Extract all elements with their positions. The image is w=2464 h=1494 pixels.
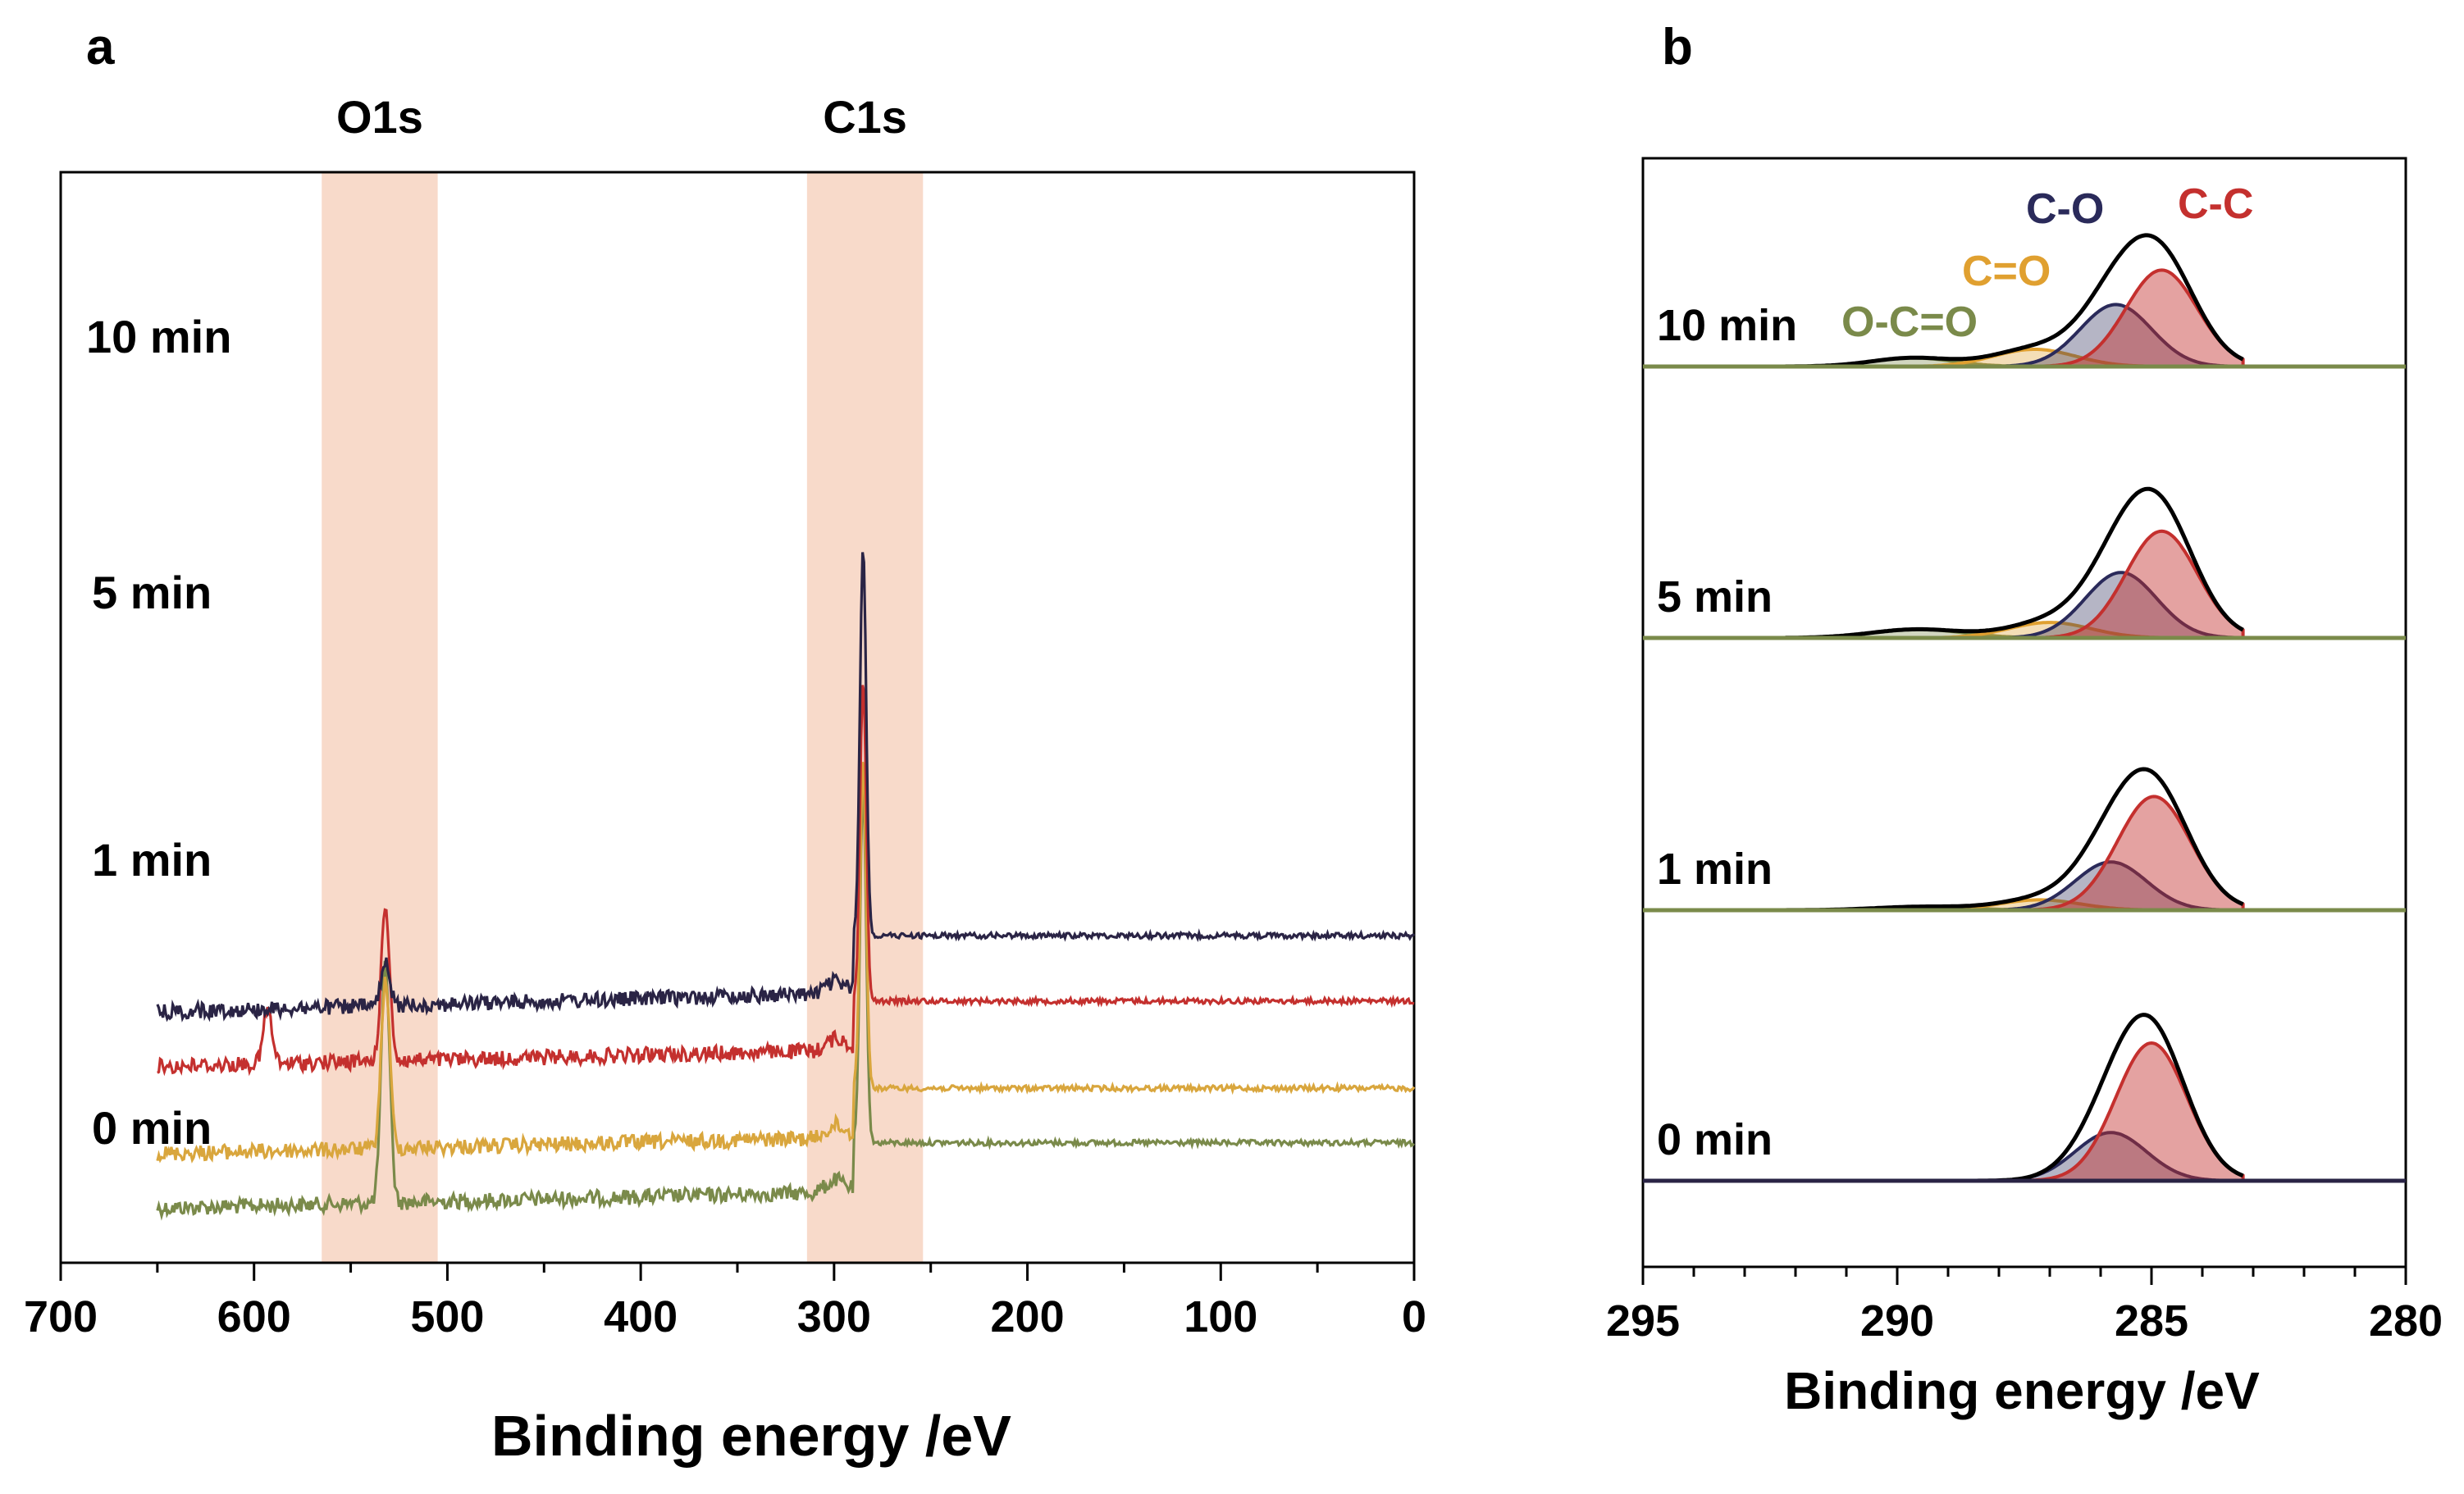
x-tick-label-400: 400 xyxy=(604,1292,678,1341)
trace-5-min xyxy=(156,762,1416,1164)
series-label-0-min: 0 min xyxy=(92,1102,212,1154)
x-tick-label-700: 700 xyxy=(24,1292,98,1341)
component-c-c xyxy=(1785,529,2245,640)
x-tick-label-285: 285 xyxy=(2115,1296,2188,1346)
x-tick-label-600: 600 xyxy=(217,1292,291,1341)
envelope xyxy=(1785,486,2244,640)
series-label-5-min: 5 min xyxy=(92,567,212,618)
series-label-1-min: 1 min xyxy=(1657,845,1773,894)
highlight-bands: O1s C1s xyxy=(322,91,924,1263)
x-tick-label-290: 290 xyxy=(1860,1296,1934,1346)
series-label-5-min: 5 min xyxy=(1657,572,1773,622)
x-tick-label-0: 0 xyxy=(1402,1292,1426,1341)
band-label-o1s: O1s xyxy=(336,91,423,143)
c1s-trace-10-min: 10 min xyxy=(1643,233,2406,369)
panel-a-label: a xyxy=(86,19,115,75)
series-label-10-min: 10 min xyxy=(1657,301,1797,350)
x-tick-label-200: 200 xyxy=(991,1292,1065,1341)
panel-b-x-axis: 295 290 285 280 xyxy=(1606,1267,2443,1346)
survey-traces: 10 min 5 min 1 min 0 min xyxy=(86,311,1416,1221)
component-labels: O-C=OC=O C-O C-C xyxy=(1841,180,2253,346)
x-tick-label-280: 280 xyxy=(2369,1296,2443,1346)
component-c-c xyxy=(1785,795,2245,912)
panel-b-label: b xyxy=(1662,19,1693,75)
component-label-o-c-o: O-C=O xyxy=(1841,298,1978,346)
panel-a-x-label: Binding energy /eV xyxy=(491,1404,1011,1468)
component-label-c-o: C-O xyxy=(2026,185,2104,233)
trace-0-min xyxy=(156,552,1416,1023)
band-label-c1s: C1s xyxy=(823,91,907,143)
trace-10-min xyxy=(156,788,1415,1221)
c1s-fits: 10 min 5 min 1 min 0 min xyxy=(1643,233,2406,1183)
panel-b-x-label: Binding energy /eV xyxy=(1784,1361,2260,1420)
x-tick-label-300: 300 xyxy=(797,1292,871,1341)
c1s-trace-1-min: 1 min xyxy=(1643,767,2406,913)
panel-b-frame xyxy=(1641,157,2407,1269)
series-label-10-min: 10 min xyxy=(86,311,231,362)
x-tick-label-100: 100 xyxy=(1184,1292,1257,1341)
trace-1-min xyxy=(157,685,1415,1077)
panel-b-c1s-spectra: b 10 min 5 min 1 min 0 min 295 290 285 280 O-C… xyxy=(1606,19,2443,1420)
panel-a-x-axis: 700 600 500 400 300 200 100 0 xyxy=(24,1263,1426,1341)
x-tick-label-295: 295 xyxy=(1606,1296,1680,1346)
c1s-trace-5-min: 5 min xyxy=(1643,486,2406,640)
panel-a-frame xyxy=(59,171,1416,1264)
series-label-0-min: 0 min xyxy=(1657,1115,1773,1164)
c1s-trace-0-min: 0 min xyxy=(1643,1013,2406,1183)
component-label-c-c: C-C xyxy=(2178,180,2253,228)
panel-a-survey-spectra: a O1s C1s 10 min 5 min 1 min 0 min 700 600 500… xyxy=(24,19,1426,1468)
component-label-c-o: C=O xyxy=(1962,248,2051,295)
envelope xyxy=(1785,233,2244,369)
x-tick-label-500: 500 xyxy=(410,1292,484,1341)
series-label-1-min: 1 min xyxy=(92,834,212,886)
